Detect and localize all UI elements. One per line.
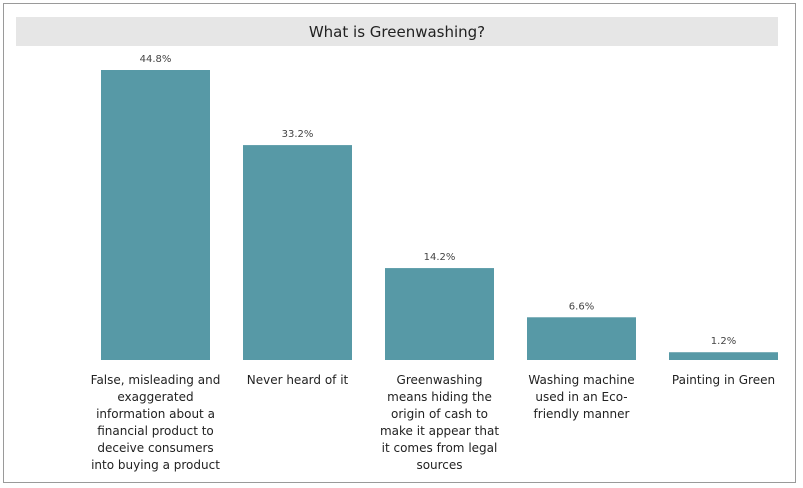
bar-1 <box>101 70 210 360</box>
category-label-5: Painting in Green <box>671 373 776 387</box>
data-label-4: 6.6% <box>569 301 594 312</box>
category-label-3: Greenwashing means hiding the origin of … <box>379 373 500 472</box>
chart-title: What is Greenwashing? <box>16 17 778 46</box>
bar-4 <box>527 317 636 360</box>
category-label-4: Washing machine used in an Eco-friendly … <box>528 373 635 421</box>
data-label-1: 44.8% <box>140 54 172 65</box>
category-label-2: Never heard of it <box>246 373 349 387</box>
bar-2 <box>243 145 352 360</box>
data-label-2: 33.2% <box>282 129 314 140</box>
bar-3 <box>385 268 494 360</box>
category-label-1: False, misleading and exaggerated inform… <box>90 373 221 472</box>
data-label-5: 1.2% <box>711 336 736 347</box>
bar-5 <box>669 352 778 360</box>
data-label-3: 14.2% <box>424 252 456 263</box>
